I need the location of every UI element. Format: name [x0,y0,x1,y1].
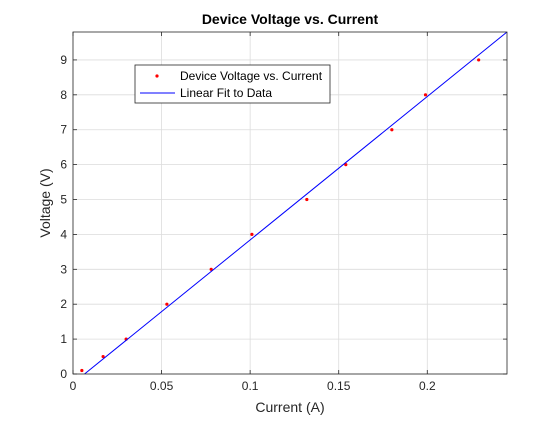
fit-line [84,32,507,374]
data-point [101,354,105,359]
y-tick-label: 8 [60,88,67,102]
x-tick-label: 0.05 [150,379,174,393]
y-tick-label: 7 [60,123,67,137]
y-tick-label: 2 [60,297,67,311]
y-tick-label: 9 [60,53,67,67]
legend-marker-swatch [155,74,159,78]
y-tick-label: 4 [60,227,67,241]
y-tick-label: 5 [60,193,67,207]
ticks: 0 0.05 0.1 0.15 0.2 0 1 2 3 4 5 6 7 8 9 [60,32,507,393]
chart-title: Device Voltage vs. Current [202,11,379,27]
data-point [423,93,428,97]
data-point [305,197,309,202]
y-tick-label: 1 [60,332,67,346]
y-axis-label: Voltage (V) [37,168,53,237]
y-tick-label: 0 [60,367,67,381]
data-point [80,368,84,373]
x-tick-label: 0.2 [419,379,436,393]
x-axis-label: Current (A) [255,399,324,415]
axes-box [72,31,508,375]
data-point [344,163,348,167]
legend-box [134,64,331,104]
y-tick-label: 6 [60,158,67,172]
legend: Device Voltage vs. Current Linear Fit to … [134,64,331,104]
x-tick-label: 0.15 [327,379,351,393]
legend-entry-label: Linear Fit to Data [180,86,272,100]
y-tick-label: 3 [60,262,67,276]
data-point [390,128,394,132]
data-point [165,302,169,306]
x-tick-label: 0.1 [242,379,259,393]
legend-entry-label: Device Voltage vs. Current [180,69,323,83]
data-point [477,58,481,62]
x-tick-label: 0 [70,379,77,393]
data-point [250,232,254,237]
series-layer [80,32,507,374]
data-point [209,267,213,271]
